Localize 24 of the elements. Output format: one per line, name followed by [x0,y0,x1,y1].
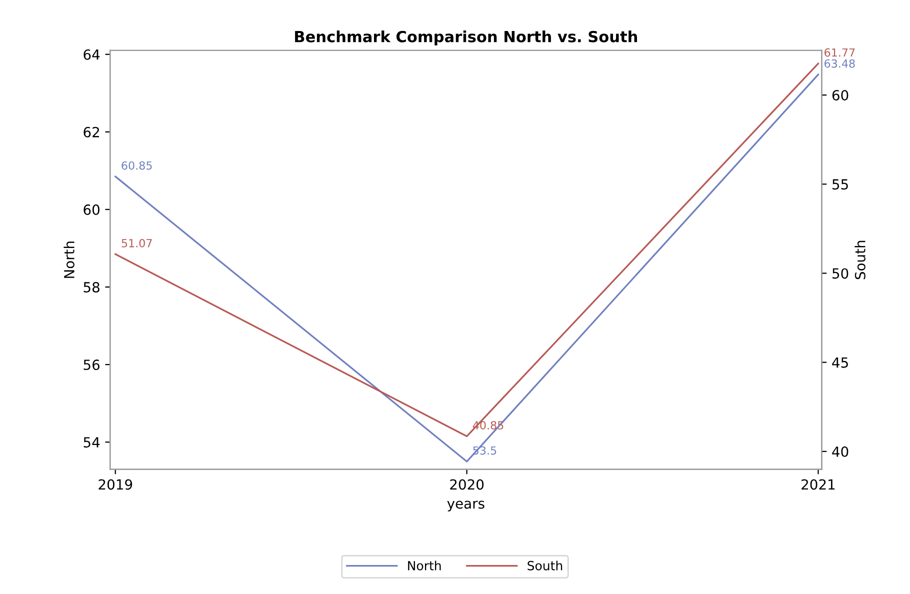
y-tick-label: 56 [84,360,100,370]
y-axis-title: North [64,242,74,278]
data-label: 61.77 [824,48,855,57]
x-axis-title: years [447,500,484,512]
data-label: 51.07 [122,238,152,248]
y2-tick-label: 50 [832,268,848,279]
chart-title: Benchmark Comparison North vs. South [295,30,637,46]
y-tick-label: 54 [84,437,100,448]
y-tick-label: 60 [84,204,100,215]
y2-tick-label: 40 [832,446,848,457]
y2-tick-label: 45 [832,357,848,368]
x-tick-label: 2021 [802,479,835,490]
y-tick-label: 62 [84,126,99,138]
data-label: 60.85 [122,161,152,170]
y2-tick-label: 60 [832,90,848,101]
y2-axis-title: South [854,240,866,280]
y-tick-label: 64 [84,49,100,60]
data-label: 63.48 [824,59,855,68]
legend-label: South [528,560,562,570]
legend-label: North [408,560,441,570]
x-tick-label: 2019 [98,479,132,490]
y-tick-label: 58 [84,282,100,292]
x-tick-label: 2020 [450,479,484,490]
y2-tick-label: 55 [832,179,848,190]
